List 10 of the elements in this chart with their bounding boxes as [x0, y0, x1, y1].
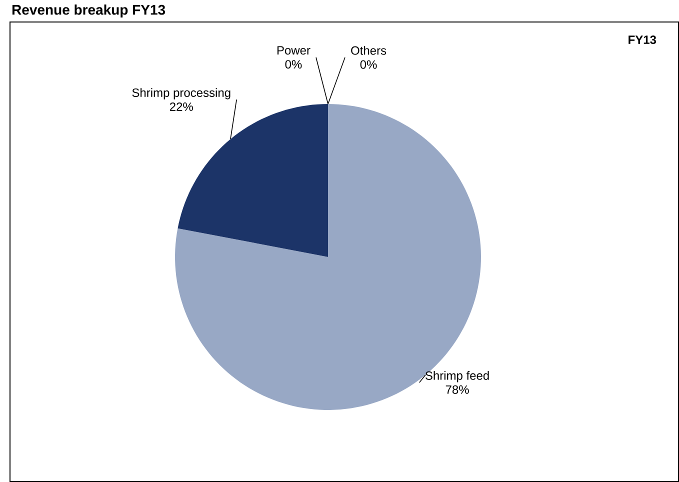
data-label: 78%: [446, 385, 469, 394]
text: FY13: [628, 36, 656, 44]
data-label: 22%: [170, 102, 193, 111]
text: 0%: [360, 60, 377, 69]
chart-title: Revenue breakup FY13: [12, 4, 166, 18]
slice-label: Shrimp feed: [425, 371, 489, 382]
slice-label: Shrimp processing: [132, 88, 230, 100]
text: 0%: [285, 60, 302, 69]
category-label: Others: [351, 46, 386, 55]
category-label: Power: [277, 46, 310, 55]
